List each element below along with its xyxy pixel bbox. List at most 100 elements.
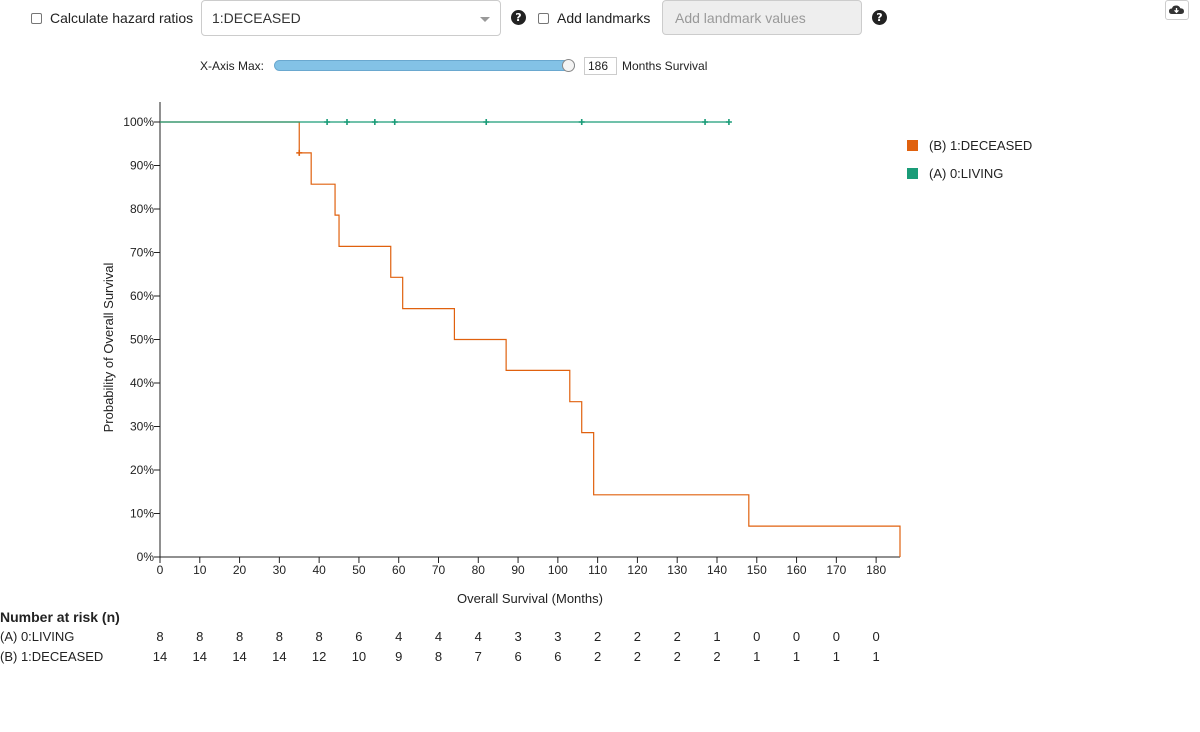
risk-cell: 1 [832,649,840,664]
risk-cell: 2 [713,649,721,664]
y-tick-label: 20% [130,463,154,477]
download-button[interactable] [1165,0,1189,20]
y-tick-label: 60% [130,289,154,303]
risk-cell: 2 [673,629,681,644]
risk-cell: 6 [554,649,562,664]
x-tick-label: 0 [157,563,164,577]
censor-mark [324,119,331,125]
y-tick-label: 100% [123,115,154,129]
risk-cell: 8 [275,629,283,644]
risk-cell: 2 [594,649,602,664]
risk-cell: 8 [434,649,443,664]
risk-cell: 14 [152,649,168,664]
risk-table-title: Number at risk (n) [0,609,120,625]
y-axis-label: Probability of Overall Survival [101,262,116,432]
risk-cell: 3 [514,629,522,644]
x-tick-label: 130 [667,563,687,577]
legend-label: (B) 1:DECEASED [929,138,1032,153]
x-tick-label: 70 [432,563,446,577]
risk-cell: 8 [156,629,164,644]
survival-chart: 0% 10% 20% 30% 40% 50% 60% 70% 80% 90% 100% 0 10 20 30… [101,102,1032,606]
risk-cell: 14 [192,649,208,664]
risk-cell: 1 [872,649,880,664]
risk-cell: 7 [474,649,482,664]
censor-mark [371,119,378,125]
censor-mark [391,119,398,125]
censor-mark [343,119,350,125]
hazard-ratio-checkbox[interactable] [31,13,42,24]
risk-cell: 0 [832,629,840,644]
risk-cell: 1 [792,649,801,664]
x-tick-label: 160 [787,563,807,577]
risk-cell: 1 [713,629,721,644]
x-axis-max-input[interactable] [584,57,617,75]
legend-swatch [907,168,918,179]
x-tick-label: 120 [627,563,647,577]
x-tick-label: 30 [273,563,287,577]
x-tick-label: 140 [707,563,727,577]
risk-cell: 2 [633,649,642,664]
y-tick-label: 70% [130,246,154,260]
legend-swatch [907,140,918,151]
risk-cell: 10 [351,649,367,664]
x-tick-label: 80 [472,563,486,577]
x-tick-label: 170 [826,563,846,577]
risk-cell: 4 [474,629,482,644]
censor-mark [296,149,303,156]
y-tick-label: 90% [130,159,154,173]
risk-cell: 9 [395,649,403,664]
y-tick-label: 30% [130,420,154,434]
risk-cell: 14 [272,649,287,664]
hazard-help-icon[interactable]: ? [511,10,526,25]
risk-cell: 6 [514,649,522,664]
x-tick-label: 40 [312,563,326,577]
risk-cell: 4 [434,629,443,644]
risk-cell: 0 [872,629,880,644]
landmarks-checkbox[interactable] [538,13,549,24]
y-tick-label: 0% [137,550,155,564]
hazard-ratio-label: Calculate hazard ratios [50,10,194,26]
risk-cell: 8 [315,629,323,644]
risk-cell: 8 [235,629,244,644]
censor-mark [725,119,732,125]
x-axis-max-label: X-Axis Max: [200,59,265,73]
chevron-down-icon [480,17,490,22]
x-tick-label: 90 [511,563,525,577]
landmarks-label: Add landmarks [557,10,651,26]
x-tick-label: 60 [392,563,406,577]
x-tick-label: 110 [588,563,607,577]
risk-cell: 2 [633,629,642,644]
hazard-group-select[interactable]: 1:DECEASED [201,0,501,36]
x-tick-label: 180 [866,563,886,577]
y-tick-label: 80% [130,202,154,216]
y-tick-label: 40% [130,376,154,390]
legend-label: (A) 0:LIVING [929,166,1003,181]
risk-row-label: (A) 0:LIVING [0,629,75,644]
risk-cell: 1 [753,649,761,664]
x-axis-max-slider-handle[interactable] [562,59,575,72]
censor-mark [702,119,709,125]
risk-row-label: (B) 1:DECEASED [0,649,104,664]
landmarks-help-icon[interactable]: ? [872,10,887,25]
risk-cell: 6 [355,629,363,644]
risk-cell: 2 [673,649,681,664]
risk-cell: 14 [232,649,247,664]
x-tick-label: 150 [747,563,767,577]
cloud-download-icon [1169,5,1184,14]
landmark-values-input[interactable] [662,0,862,35]
risk-cell: 12 [311,649,327,664]
survival-curve-line [160,121,901,557]
censor-mark [483,119,490,125]
risk-cell: 0 [753,629,761,644]
censor-mark [578,119,585,125]
x-tick-label: 50 [352,563,366,577]
risk-cell: 4 [395,629,403,644]
x-tick-label: 20 [233,563,247,577]
y-tick-label: 50% [130,333,154,347]
x-tick-label: 100 [548,563,568,577]
risk-cell: 0 [792,629,801,644]
x-axis-units-label: Months Survival [622,59,708,73]
hazard-group-value: 1:DECEASED [212,10,301,26]
risk-cell: 3 [554,629,562,644]
x-tick-label: 10 [193,563,207,577]
